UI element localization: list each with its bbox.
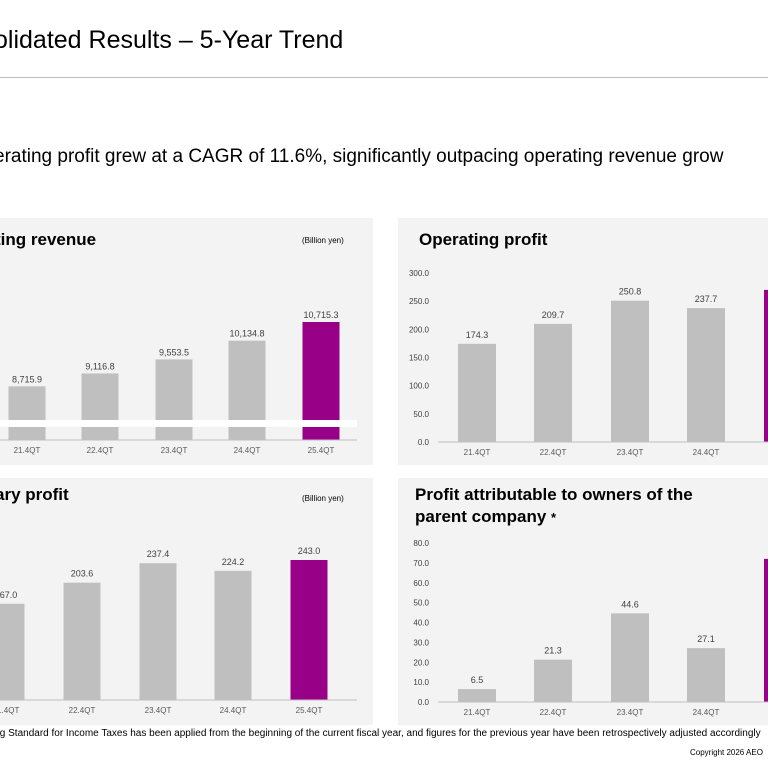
chart-title-second-line: parent company: [415, 507, 547, 526]
bar: [214, 570, 252, 700]
data-label: 44.6: [621, 599, 639, 609]
chart-title: Operating profit: [419, 230, 548, 249]
x-tick-label: 21.4QT: [464, 708, 491, 717]
data-label: 10,134.8: [229, 329, 264, 339]
y-tick-label: 80.0: [413, 539, 429, 548]
data-label: 6.5: [471, 675, 484, 685]
y-tick-label: 60.0: [413, 579, 429, 588]
x-tick-label: 24.4QT: [693, 448, 720, 457]
chart-title: Profit attributable to owners of the: [415, 485, 693, 504]
x-tick-label: 23.4QT: [617, 448, 644, 457]
data-label: 250.8: [619, 287, 642, 297]
net-profit-chart: 0.0 10.0 20.0 30.0 40.0 50.0 60.0 70.0 80.0 6.5 21…: [413, 539, 768, 717]
x-tick-label: 24.4QT: [693, 708, 720, 717]
bar: [687, 308, 725, 442]
page-title: olidated Results – 5-Year Trend: [0, 26, 344, 54]
y-tick-label: 70.0: [413, 559, 429, 568]
bar: [534, 659, 572, 702]
data-label: 243.0: [298, 546, 321, 556]
bar: [534, 323, 572, 442]
x-tick-label: 21.4QT: [0, 706, 19, 715]
bar-partial: [764, 558, 768, 702]
x-tick-label: 25.4QT: [296, 706, 323, 715]
bar: [611, 300, 649, 442]
data-label: 174.3: [466, 330, 489, 340]
footnote-mark: *: [551, 510, 557, 525]
y-tick-label: 0.0: [418, 438, 430, 447]
bar: [155, 359, 193, 440]
y-tick-label: 0.0: [418, 698, 430, 707]
bar: [687, 648, 725, 702]
data-label: 9,116.8: [85, 361, 114, 371]
title-divider: [0, 77, 768, 78]
operating-profit-panel: Operating profit 0.0 50.0 100.0 150.0 200.0 2…: [398, 218, 768, 465]
unit-label: (Billion yen): [302, 236, 344, 245]
bar: [0, 603, 25, 700]
data-label: 224.2: [222, 557, 245, 567]
x-tick-label: 24.4QT: [234, 446, 261, 455]
data-label: 167.0: [0, 590, 17, 600]
bar: [458, 689, 496, 702]
copyright: Copyright 2026 AEO: [690, 748, 763, 757]
y-tick-label: 20.0: [413, 658, 429, 667]
x-tick-label: 22.4QT: [87, 446, 114, 455]
data-label: 209.7: [542, 310, 565, 320]
bar-partial: [764, 289, 768, 442]
chart-title: ary profit: [0, 485, 69, 504]
ordinary-profit-panel: ary profit (Billion yen) 167.0 21.4QT 203.…: [0, 478, 373, 725]
y-tick-label: 300.0: [409, 269, 430, 278]
net-profit-panel: Profit attributable to owners of the par…: [398, 478, 768, 725]
x-tick-label: 23.4QT: [161, 446, 188, 455]
data-label: 237.4: [147, 549, 170, 559]
operating-profit-chart: 0.0 50.0 100.0 150.0 200.0 250.0 300.0 174.3 21.…: [409, 269, 768, 457]
y-tick-label: 250.0: [409, 297, 430, 306]
x-tick-label: 22.4QT: [540, 708, 567, 717]
footnote: ing Standard for Income Taxes has been a…: [0, 728, 761, 739]
y-tick-label: 50.0: [413, 599, 429, 608]
axis-break: [0, 420, 357, 427]
data-label: 8,715.9: [12, 374, 42, 384]
chart-title: ting revenue: [0, 230, 97, 249]
data-label: 237.7: [695, 294, 718, 304]
bar: [458, 343, 496, 442]
bar: [611, 613, 649, 702]
data-label: 9,553.5: [159, 347, 189, 357]
y-tick-label: 100.0: [409, 382, 430, 391]
data-label: 10,715.3: [303, 310, 338, 320]
ordinary-profit-chart: 167.0 21.4QT 203.6 22.4QT 237.4 23.4QT 224.2 24…: [0, 546, 357, 715]
y-tick-label: 50.0: [413, 410, 429, 419]
x-tick-label: 23.4QT: [145, 706, 172, 715]
bar: [290, 560, 328, 700]
operating-revenue-chart: 8,715.9 21.4QT 9,116.8 22.4QT 9,553.5 23.4QT 1…: [0, 310, 357, 455]
operating-revenue-panel: ting revenue (Billion yen) 8,715.9 21.4QT…: [0, 218, 373, 465]
data-label: 27.1: [697, 634, 715, 644]
bar: [63, 582, 101, 700]
y-tick-label: 200.0: [409, 325, 430, 334]
x-tick-label: 23.4QT: [617, 708, 644, 717]
data-label: 21.3: [544, 646, 562, 656]
chart-title-line2: parent company *: [415, 506, 556, 529]
data-label: 203.6: [71, 569, 94, 579]
x-tick-label: 22.4QT: [69, 706, 96, 715]
y-tick-label: 40.0: [413, 619, 429, 628]
y-tick-label: 10.0: [413, 678, 429, 687]
unit-label: (Billion yen): [302, 494, 344, 503]
x-tick-label: 24.4QT: [220, 706, 247, 715]
page-subtitle: erating profit grew at a CAGR of 11.6%, …: [0, 146, 724, 167]
bar: [8, 386, 46, 440]
bar: [81, 373, 119, 440]
x-tick-label: 21.4QT: [14, 446, 41, 455]
x-tick-label: 22.4QT: [540, 448, 567, 457]
bar: [139, 563, 177, 700]
y-tick-label: 30.0: [413, 638, 429, 647]
y-tick-label: 150.0: [409, 354, 430, 363]
x-tick-label: 21.4QT: [464, 448, 491, 457]
x-tick-label: 25.4QT: [308, 446, 335, 455]
